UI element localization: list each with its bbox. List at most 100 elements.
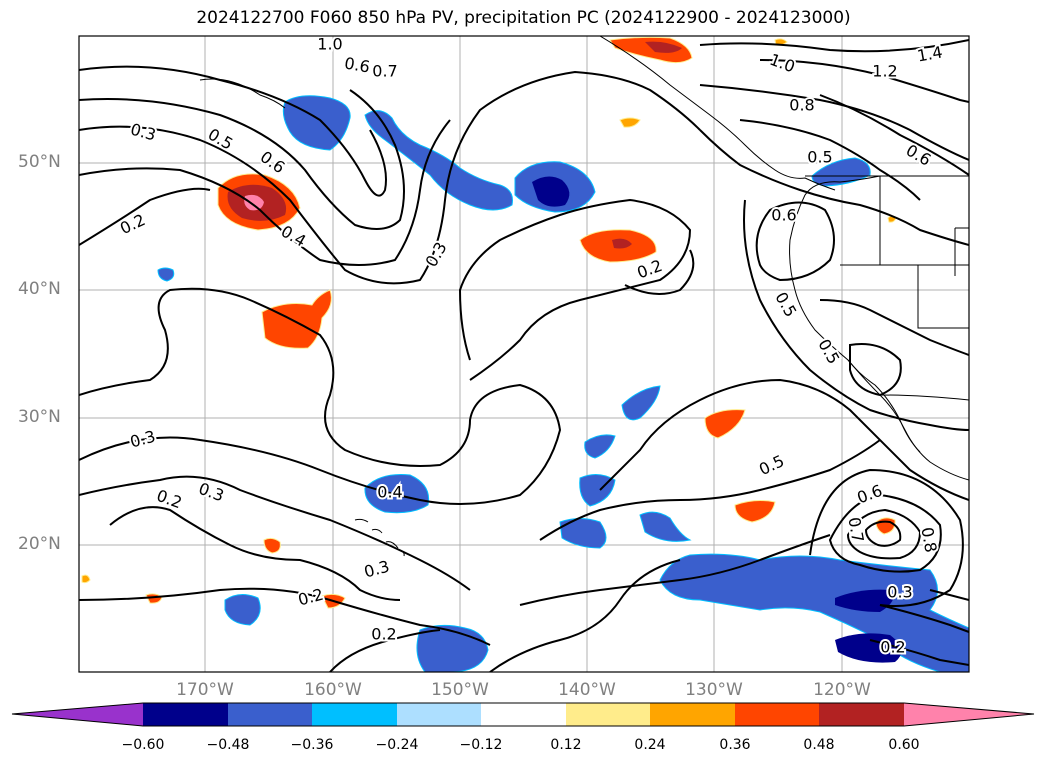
pv-contour (819, 299, 969, 356)
contour-label: 0.4 (278, 222, 310, 251)
map-title: 2024122700 F060 850 hPa PV, precipitatio… (196, 8, 851, 28)
contour-label: 0.5 (814, 336, 843, 368)
contour-label: 0.2 (296, 585, 326, 610)
pv-contour (329, 629, 441, 672)
pv-contour (539, 439, 881, 541)
state-borders (840, 176, 969, 329)
colorbar-extend-left (12, 703, 143, 726)
lon-label: 130°W (685, 680, 743, 700)
contour-label: 0.2 (117, 210, 148, 238)
precip-neg-blob (364, 110, 513, 211)
colorbar-tick-label: −0.36 (290, 737, 334, 753)
contour-label: 0.3 (887, 583, 912, 602)
pv-contour (699, 129, 969, 246)
pv-contour (458, 198, 692, 381)
map-frame (78, 35, 970, 673)
coastline-hawaii (354, 518, 405, 557)
pv-contour (879, 604, 969, 633)
precip-pos-blob (81, 574, 91, 584)
colorbar-tick-label: −0.12 (459, 737, 503, 753)
pv-contour (869, 639, 969, 666)
colorbar-segment (735, 703, 819, 726)
lat-label: 20°N (18, 534, 61, 554)
colorbar-tick-label: 0.60 (888, 737, 920, 753)
precip-pos-blob (734, 500, 776, 523)
lat-label: 30°N (18, 407, 61, 427)
pv-contour (79, 65, 387, 197)
colorbar-tick-label: −0.60 (121, 737, 165, 753)
colorbar-segment (650, 703, 735, 726)
colorbar-segment (143, 703, 228, 726)
precip-pos-blob (263, 537, 281, 554)
pv-contour (846, 508, 922, 560)
pv-contour (79, 287, 562, 505)
lat-label: 40°N (18, 279, 61, 299)
pv-contour (864, 520, 902, 547)
colorbar-tick-label: 0.24 (634, 737, 666, 753)
coastline-baja (847, 359, 921, 453)
precip-neg-blob (559, 518, 607, 549)
pv-contour (819, 94, 969, 176)
pv-contour (755, 201, 835, 282)
lon-label: 140°W (558, 680, 616, 700)
precip-neg-blob (224, 594, 261, 626)
precip-pos-blob (609, 36, 693, 64)
lat-label: 50°N (18, 152, 61, 172)
pv-contours (79, 39, 969, 672)
contour-label: 0.2 (371, 625, 396, 644)
colorbar-segment (819, 703, 904, 726)
pv-contour (79, 187, 211, 246)
pv-contour (79, 587, 491, 646)
pv-contour (599, 378, 969, 501)
coastlines (199, 36, 969, 557)
precip-neg-core (835, 633, 902, 663)
pv-contour (849, 343, 902, 397)
lon-label: 120°W (813, 680, 871, 700)
contour-label: 0.5 (807, 148, 832, 167)
precip-positive (81, 36, 897, 609)
coastline-alaska (599, 36, 836, 191)
coastline-aleutians (199, 78, 286, 109)
pv-contour (739, 119, 921, 201)
precip-neg-blob (639, 511, 692, 542)
precip-pos-core (244, 194, 264, 211)
pv-contour (743, 199, 969, 431)
pv-contour (809, 468, 964, 607)
colorbar-outline (11, 702, 1035, 727)
lon-label: 160°W (304, 680, 362, 700)
pv-contour (699, 84, 969, 161)
contour-label: 1.2 (872, 62, 897, 81)
pv-contour (79, 70, 701, 285)
colorbar-segment (481, 703, 566, 726)
pv-contour (519, 534, 831, 606)
pv-contour (79, 119, 451, 266)
colorbar (11, 702, 1035, 727)
gridlines (79, 36, 969, 672)
contour-label: 1.4 (916, 42, 944, 65)
pv-contour (79, 89, 405, 230)
contour-label: 0.4 (377, 483, 402, 502)
colorbar-tick-label: 0.36 (719, 737, 751, 753)
pv-contour (79, 475, 471, 591)
precip-pos-blob (875, 517, 896, 535)
pv-contour (828, 493, 942, 573)
contour-label: 1.0 (767, 50, 797, 77)
contour-label: 0.3 (128, 427, 158, 452)
colorbar-segment (397, 703, 481, 726)
lon-label: 170°W (176, 680, 234, 700)
contour-label: 0.8 (917, 526, 940, 554)
colorbar-segment (228, 703, 312, 726)
contour-label: 1.0 (317, 35, 342, 54)
precip-pos-core (645, 41, 682, 53)
contour-label: 0.2 (880, 638, 905, 657)
precip-neg-blob (579, 474, 616, 507)
contour-label: 0.2 (634, 256, 664, 283)
colorbar-segment (312, 703, 397, 726)
colorbar-tick-label: 0.48 (803, 737, 835, 753)
contour-label: 0.7 (372, 62, 397, 81)
contour-label: 0.3 (129, 120, 159, 145)
colorbar-extend-right (904, 703, 1034, 726)
pv-contour (929, 589, 969, 601)
pv-contour (489, 559, 681, 672)
